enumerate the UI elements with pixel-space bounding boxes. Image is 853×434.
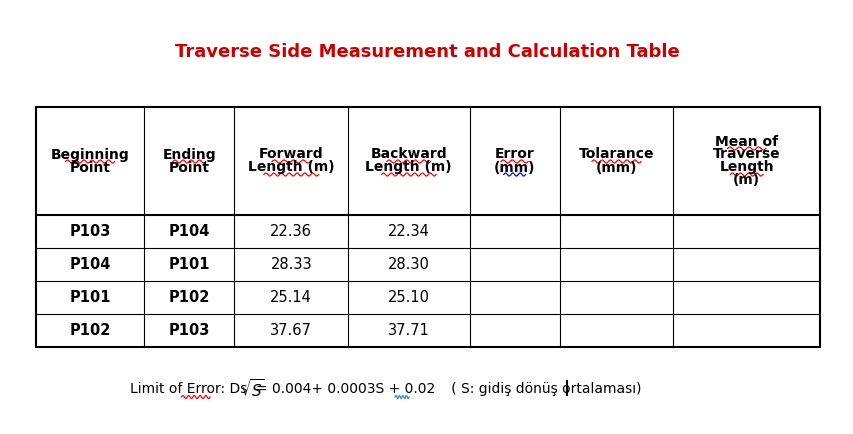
Text: P103: P103	[69, 224, 111, 239]
Text: Length: Length	[718, 161, 773, 174]
Text: 25.10: 25.10	[387, 290, 429, 305]
Text: Beginning: Beginning	[50, 148, 130, 161]
Text: Limit of Error: Ds: Limit of Error: Ds	[130, 382, 252, 396]
Text: Error: Error	[494, 148, 534, 161]
Text: Point: Point	[169, 161, 210, 174]
Text: (mm): (mm)	[595, 161, 636, 174]
Text: $\sqrt{S}$: $\sqrt{S}$	[240, 378, 264, 400]
Text: P101: P101	[168, 257, 210, 272]
Text: 25.14: 25.14	[270, 290, 311, 305]
Text: 28.33: 28.33	[270, 257, 311, 272]
Text: 37.67: 37.67	[270, 323, 311, 338]
Text: Ending: Ending	[162, 148, 216, 161]
Text: (m): (m)	[732, 174, 759, 187]
Text: = 0.004+ 0.0003S + 0.02    ( S: gidiş dönüş ortalaması): = 0.004+ 0.0003S + 0.02 ( S: gidiş dönüş…	[256, 382, 641, 396]
Text: P101: P101	[69, 290, 111, 305]
Text: 28.30: 28.30	[387, 257, 429, 272]
Text: Point: Point	[69, 161, 111, 174]
Text: P103: P103	[168, 323, 210, 338]
Text: Mean of: Mean of	[714, 135, 777, 148]
Text: (mm): (mm)	[493, 161, 535, 174]
Bar	[36, 107, 819, 347]
Text: Length (m): Length (m)	[365, 161, 451, 174]
Text: Tolarance: Tolarance	[578, 148, 653, 161]
Text: 22.36: 22.36	[270, 224, 311, 239]
Text: P104: P104	[168, 224, 210, 239]
Text: P102: P102	[69, 323, 111, 338]
Text: Traverse Side Measurement and Calculation Table: Traverse Side Measurement and Calculatio…	[174, 43, 679, 61]
Text: Forward: Forward	[258, 148, 323, 161]
Text: Length (m): Length (m)	[247, 161, 334, 174]
Text: Traverse: Traverse	[712, 148, 780, 161]
Text: Backward: Backward	[370, 148, 447, 161]
Text: 37.71: 37.71	[387, 323, 429, 338]
Text: P104: P104	[69, 257, 111, 272]
Text: P102: P102	[168, 290, 210, 305]
Text: 22.34: 22.34	[387, 224, 429, 239]
